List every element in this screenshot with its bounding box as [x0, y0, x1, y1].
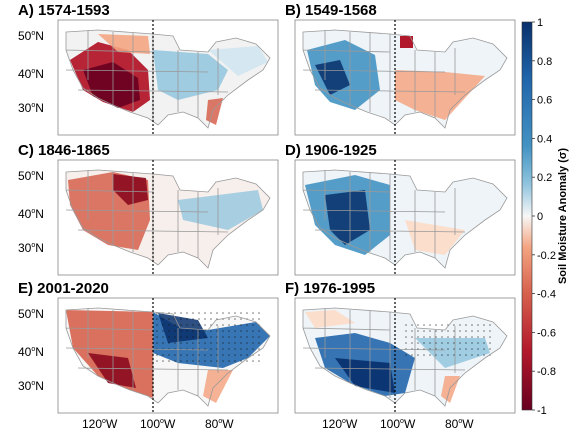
colorbar-label: Soil Moisture Anomaly (σ) [557, 148, 569, 284]
colorbar-tick-label: 0.4 [537, 133, 552, 145]
panel-c: C) 1846-1865 [18, 142, 279, 276]
lon-label-80: 80oW [445, 417, 474, 431]
anomaly-region-wet-east [153, 50, 228, 100]
colorbar-gradient [521, 21, 533, 411]
anomaly-region-dry-north [98, 34, 150, 54]
anomaly-region-dry-southeast [203, 370, 233, 403]
lon-label-120: 120oW [322, 417, 358, 431]
lon-labels-left: 120oW 100oW 80oW [82, 417, 234, 431]
stippling [153, 312, 263, 362]
lon-label-100: 100oW [380, 417, 416, 431]
colorbar-tick-label: -0.4 [537, 289, 556, 301]
panel-f: F) 1976-1995 [285, 280, 516, 414]
panel-title: E) 2001-2020 [18, 280, 109, 297]
lon-label-80: 80oW [205, 417, 234, 431]
colorbar-tick-label: 0.8 [537, 56, 552, 68]
anomaly-region-dry-core [83, 62, 140, 108]
state-borders [302, 29, 508, 129]
lat-label-40: 40oN [18, 345, 44, 359]
lat-labels-row-3: 50oN 40oN 30oN [18, 307, 44, 393]
panel-e: E) 2001-2020 [18, 280, 279, 414]
lat-label-30: 30oN [18, 379, 44, 393]
colorbar-tick-label: -0.6 [537, 327, 556, 339]
state-borders [302, 169, 508, 269]
lat-label-40: 40oN [18, 207, 44, 221]
lat-label-30: 30oN [18, 101, 44, 115]
lat-labels-row-2: 50oN 40oN 30oN [18, 169, 44, 255]
panel-title: F) 1976-1995 [285, 280, 375, 297]
colorbar-tick-label: 1 [537, 17, 543, 29]
panel-title: D) 1906-1925 [285, 142, 377, 159]
colorbar-ticks: 1 0.8 0.6 0.4 0.2 0 -0.2 -0.4 -0.6 -0.8 -1 [532, 17, 556, 417]
colorbar-tick-label: -0.2 [537, 250, 556, 262]
colorbar-tick-label: 0.2 [537, 172, 552, 184]
lon-label-100: 100oW [140, 417, 176, 431]
lat-label-30: 30oN [18, 241, 44, 255]
anomaly-region-wet-core [325, 190, 370, 245]
panel-title: C) 1846-1865 [18, 142, 110, 159]
panel-title: A) 1574-1593 [18, 2, 110, 19]
anomaly-region-dry-spot [400, 36, 413, 48]
colorbar-tick-label: 0 [537, 211, 543, 223]
colorbar-tick-label: 0.6 [537, 95, 552, 107]
state-borders [302, 307, 508, 407]
panel-d: D) 1906-1925 [285, 142, 516, 276]
lat-label-50: 50oN [18, 29, 44, 43]
colorbar-tick-label: -0.8 [537, 366, 556, 378]
lat-label-50: 50oN [18, 307, 44, 321]
anomaly-region-dry-east [395, 70, 485, 120]
anomaly-region-dry-core [88, 353, 136, 388]
anomaly-region-dry-north [305, 310, 355, 328]
lon-label-120: 120oW [82, 417, 118, 431]
colorbar-tick-label: -1 [537, 405, 547, 417]
colorbar: 1 0.8 0.6 0.4 0.2 0 -0.2 -0.4 -0.6 -0.8 -1 Soil Mo… [521, 17, 569, 417]
anomaly-region-wet-core [315, 60, 350, 95]
panel-b: B) 1549-1568 [285, 2, 516, 136]
anomaly-region-dry-core [113, 174, 148, 205]
stippling [405, 323, 495, 358]
lon-labels-right: 120oW 100oW 80oW [322, 417, 474, 431]
anomaly-region-wet-northeast [208, 46, 268, 76]
panel-title: B) 1549-1568 [285, 2, 377, 19]
lat-label-50: 50oN [18, 169, 44, 183]
panel-a: A) 1574-1593 [18, 2, 279, 136]
anomaly-region-wet-east [178, 190, 263, 230]
lat-labels-row-1: 50oN 40oN 30oN [18, 29, 44, 115]
lat-label-40: 40oN [18, 67, 44, 81]
